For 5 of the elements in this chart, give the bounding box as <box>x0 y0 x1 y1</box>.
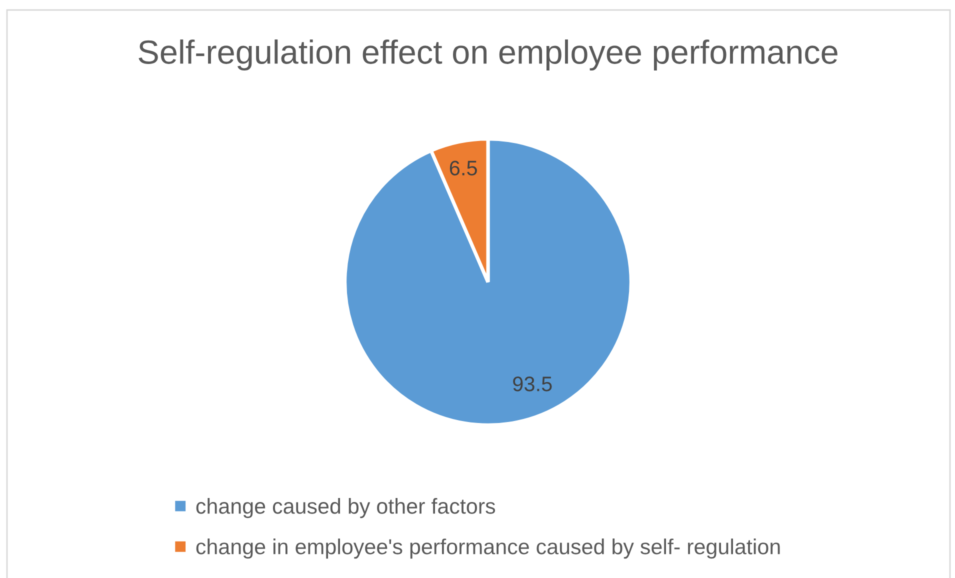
legend-label: change in employee's performance caused by self- regulation <box>196 538 780 559</box>
data-label: 93.5 <box>513 376 552 392</box>
legend-label: change caused by other factors <box>196 498 496 518</box>
data-label: 6.5 <box>450 160 477 176</box>
chart-title: Self-regulation effect on employee performance <box>138 39 838 71</box>
